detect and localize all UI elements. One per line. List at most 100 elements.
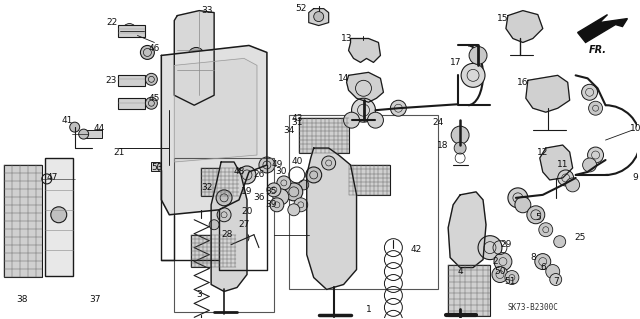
Bar [84, 130, 102, 138]
Polygon shape [347, 72, 383, 102]
Circle shape [461, 63, 485, 87]
Text: 43: 43 [291, 114, 303, 123]
Circle shape [314, 11, 324, 22]
Circle shape [367, 112, 383, 128]
Polygon shape [174, 58, 257, 162]
Circle shape [390, 100, 406, 116]
Circle shape [451, 126, 469, 144]
Circle shape [469, 47, 487, 64]
Text: 48: 48 [234, 167, 244, 176]
Circle shape [259, 157, 275, 173]
Circle shape [550, 273, 562, 286]
Text: 14: 14 [338, 74, 349, 83]
Text: 47: 47 [46, 174, 58, 182]
Polygon shape [211, 162, 247, 292]
Polygon shape [307, 148, 356, 289]
Bar [118, 25, 145, 36]
Text: 34: 34 [283, 126, 294, 135]
Text: 20: 20 [241, 207, 253, 216]
Text: FR.: FR. [589, 46, 607, 56]
Circle shape [294, 198, 308, 212]
Text: 32: 32 [202, 183, 213, 192]
Bar [349, 165, 390, 195]
Circle shape [494, 253, 512, 271]
Text: 5: 5 [535, 213, 541, 222]
Bar [118, 75, 145, 86]
Circle shape [344, 112, 360, 128]
Text: 19: 19 [241, 187, 253, 197]
Bar [299, 118, 349, 153]
Text: 39: 39 [265, 200, 276, 209]
Circle shape [492, 267, 508, 283]
Text: 51: 51 [504, 277, 516, 286]
Circle shape [145, 73, 157, 85]
Text: 42: 42 [411, 245, 422, 254]
Circle shape [238, 166, 256, 184]
Circle shape [454, 142, 466, 154]
Text: 35: 35 [265, 187, 276, 197]
Circle shape [566, 178, 580, 192]
Text: 31: 31 [291, 118, 303, 127]
Polygon shape [308, 9, 329, 26]
Circle shape [515, 197, 531, 213]
Circle shape [277, 176, 291, 190]
Text: 13: 13 [341, 34, 353, 43]
Circle shape [508, 188, 528, 208]
Circle shape [216, 190, 232, 206]
Circle shape [145, 97, 157, 109]
Circle shape [306, 167, 322, 183]
Text: 28: 28 [221, 230, 233, 239]
Bar [448, 264, 490, 316]
Circle shape [70, 122, 79, 132]
Circle shape [79, 129, 88, 139]
Circle shape [122, 24, 136, 38]
Text: 22: 22 [106, 18, 117, 27]
Circle shape [546, 264, 560, 278]
Text: 18: 18 [437, 141, 449, 150]
Text: 3: 3 [196, 290, 202, 299]
Text: SK73-B2300C: SK73-B2300C [508, 303, 559, 312]
Circle shape [351, 98, 376, 122]
Text: 49: 49 [271, 160, 282, 169]
Text: 36: 36 [253, 193, 265, 202]
Circle shape [51, 207, 67, 223]
Circle shape [285, 183, 303, 201]
Text: 37: 37 [89, 295, 100, 304]
Text: 38: 38 [16, 295, 28, 304]
Circle shape [582, 158, 596, 172]
Bar [201, 168, 239, 196]
Bar [118, 98, 145, 109]
Circle shape [239, 233, 249, 243]
Circle shape [478, 236, 502, 260]
Circle shape [588, 147, 604, 163]
Text: 27: 27 [238, 220, 250, 229]
Polygon shape [578, 15, 627, 42]
Text: 52: 52 [295, 4, 307, 13]
Circle shape [217, 208, 231, 222]
Circle shape [535, 254, 551, 270]
Polygon shape [540, 145, 573, 180]
Circle shape [589, 101, 602, 115]
Circle shape [188, 48, 204, 63]
Bar [4, 165, 42, 277]
Circle shape [157, 162, 167, 172]
Circle shape [299, 180, 308, 190]
Circle shape [582, 84, 598, 100]
Text: 29: 29 [500, 240, 511, 249]
Text: 10: 10 [630, 124, 640, 133]
Text: 30: 30 [275, 167, 287, 176]
Bar [191, 235, 236, 267]
Text: 8: 8 [530, 253, 536, 262]
Text: 46: 46 [148, 44, 160, 53]
Text: 12: 12 [537, 147, 548, 157]
Text: 21: 21 [114, 147, 125, 157]
Circle shape [554, 236, 566, 248]
Text: 44: 44 [94, 124, 105, 133]
Text: 4: 4 [458, 267, 463, 276]
Polygon shape [526, 75, 570, 112]
Circle shape [273, 189, 289, 205]
Text: 25: 25 [574, 233, 586, 242]
Text: 41: 41 [62, 116, 74, 125]
Text: 16: 16 [517, 78, 529, 87]
Text: 26: 26 [253, 170, 264, 179]
